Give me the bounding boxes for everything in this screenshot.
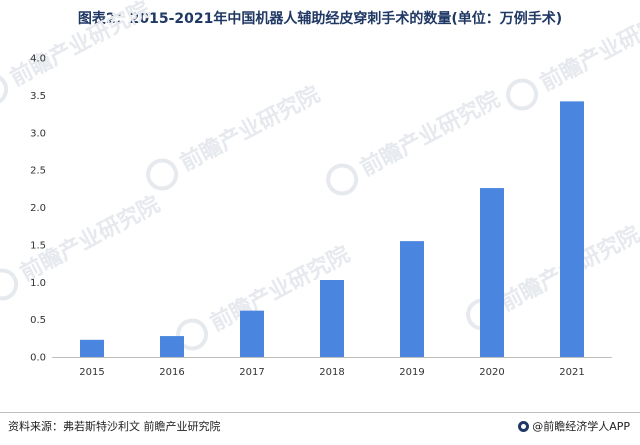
source-note: 资料来源：弗若斯特沙利文 前瞻产业研究院 [8, 420, 221, 433]
bar-2019 [400, 241, 424, 357]
y-tick-label: 0.0 [30, 353, 46, 364]
brand-logo-icon [518, 420, 530, 432]
svg-text:前瞻产业研究院: 前瞻产业研究院 [176, 81, 324, 176]
brand-credit: @前瞻经济学人APP [518, 418, 630, 434]
x-tick-label: 2018 [319, 367, 344, 378]
watermark-logo: 前瞻产业研究院 [506, 1, 640, 111]
x-tick-label: 2020 [479, 367, 504, 378]
svg-text:前瞻产业研究院: 前瞻产业研究院 [6, 0, 154, 92]
brand-label: @前瞻经济学人APP [532, 420, 630, 433]
y-tick-label: 1.5 [30, 240, 46, 251]
bar-2021 [560, 101, 584, 357]
y-tick-label: 1.0 [30, 278, 46, 289]
watermark-logo: 前瞻产业研究院 [0, 0, 154, 106]
y-tick-label: 2.0 [30, 203, 46, 214]
chart-title: 图表2：2015-2021年中国机器人辅助经皮穿刺手术的数量(单位：万例手术) [77, 11, 563, 27]
bar-2015 [80, 339, 104, 357]
bar-2018 [320, 280, 344, 357]
watermark-logo: 前瞻产业研究院 [326, 86, 504, 196]
y-tick-label: 0.5 [30, 315, 46, 326]
y-axis: 0.0 0.5 1.0 1.5 2.0 2.5 3.0 3.5 4.0 [30, 54, 46, 364]
y-tick-label: 2.5 [30, 166, 46, 177]
bar-2017 [240, 310, 264, 357]
watermark-logo: 前瞻产业研究院 [146, 81, 324, 191]
x-tick-label: 2021 [559, 367, 584, 378]
bars-group [80, 101, 584, 357]
x-tick-label: 2016 [159, 367, 184, 378]
y-tick-label: 3.5 [30, 91, 46, 102]
bar-2016 [160, 336, 184, 357]
watermark-logo: 前瞻产业研究院 [0, 191, 164, 301]
y-tick-label: 3.0 [30, 128, 46, 139]
x-axis: 2015 2016 2017 2018 2019 2020 2021 [79, 367, 584, 378]
x-tick-label: 2015 [79, 367, 104, 378]
bar-2020 [480, 188, 504, 357]
x-tick-label: 2019 [399, 367, 424, 378]
x-tick-label: 2017 [239, 367, 264, 378]
svg-text:前瞻产业研究院: 前瞻产业研究院 [356, 86, 504, 181]
svg-text:前瞻产业研究院: 前瞻产业研究院 [536, 1, 640, 96]
y-tick-label: 4.0 [30, 54, 46, 65]
footer-divider [0, 412, 640, 413]
